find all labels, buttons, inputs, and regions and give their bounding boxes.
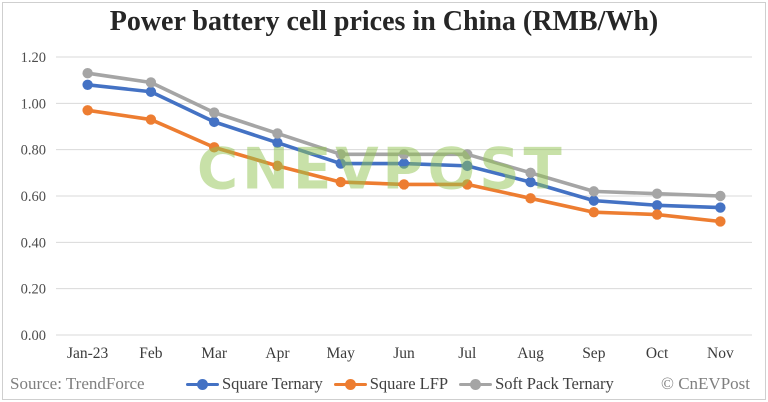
data-point bbox=[651, 188, 663, 199]
data-point bbox=[272, 128, 283, 139]
data-point bbox=[588, 195, 600, 206]
y-axis-tick-label: 1.20 bbox=[21, 50, 46, 66]
data-point bbox=[651, 200, 663, 211]
data-point bbox=[145, 86, 157, 97]
legend-item-square-ternary: Square Ternary bbox=[186, 374, 323, 394]
data-point bbox=[398, 179, 410, 190]
legend-label: Square LFP bbox=[369, 374, 449, 393]
copyright-label: © CnEVPost bbox=[661, 374, 750, 393]
y-axis-tick-label: 0.80 bbox=[21, 143, 46, 159]
data-point bbox=[715, 202, 726, 213]
y-axis-tick-label: 1.00 bbox=[21, 96, 46, 112]
legend-item-soft-pack-ternary: Soft Pack Ternary bbox=[459, 374, 614, 394]
data-point bbox=[715, 216, 726, 227]
data-point bbox=[651, 209, 663, 220]
legend-label: Soft Pack Ternary bbox=[495, 374, 614, 393]
data-point bbox=[462, 179, 473, 190]
legend-marker-line-dot bbox=[459, 378, 493, 390]
data-point bbox=[208, 107, 220, 118]
data-point bbox=[398, 149, 410, 160]
legend: Square Ternary Square LFP Soft Pack Tern… bbox=[186, 374, 614, 394]
y-axis-tick-label: 0.00 bbox=[21, 328, 46, 344]
data-point bbox=[145, 114, 157, 125]
legend-marker-line-dot bbox=[186, 378, 219, 390]
x-axis-tick-label: Apr bbox=[265, 345, 290, 362]
data-point bbox=[82, 79, 93, 91]
data-point bbox=[525, 167, 536, 179]
data-point bbox=[82, 68, 93, 79]
x-axis-tick-label: Feb bbox=[139, 345, 163, 362]
chart-title: Power battery cell prices in China (RMB/… bbox=[109, 6, 659, 37]
data-point bbox=[335, 149, 346, 160]
data-point bbox=[588, 207, 600, 218]
data-point bbox=[335, 176, 346, 188]
data-point bbox=[715, 190, 726, 202]
y-axis-tick-label: 0.60 bbox=[21, 189, 46, 205]
data-point bbox=[272, 137, 283, 148]
data-point bbox=[462, 160, 473, 172]
chart-footer: Source: TrendForce Square Ternary Square… bbox=[0, 372, 768, 396]
legend-marker-line-dot bbox=[333, 378, 367, 390]
data-point bbox=[525, 176, 536, 188]
x-axis-tick-label: Aug bbox=[517, 345, 544, 362]
data-point bbox=[208, 116, 220, 128]
x-axis-tick-label: May bbox=[327, 345, 356, 362]
source-label: Source: TrendForce bbox=[10, 374, 145, 393]
data-point bbox=[145, 77, 157, 88]
x-axis-tick-label: Jan-23 bbox=[67, 345, 109, 362]
x-axis-tick-label: Nov bbox=[707, 345, 734, 362]
x-axis-tick-label: Oct bbox=[646, 345, 669, 362]
data-point bbox=[272, 160, 283, 172]
data-point bbox=[525, 193, 536, 204]
x-axis-tick-label: Jun bbox=[393, 345, 415, 362]
x-axis-tick-label: Sep bbox=[582, 345, 606, 362]
data-point bbox=[588, 186, 600, 197]
data-point bbox=[335, 158, 346, 169]
x-axis-tick-label: Jul bbox=[458, 345, 476, 362]
x-axis-tick-label: Mar bbox=[201, 345, 228, 362]
data-point bbox=[398, 158, 410, 169]
y-axis-tick-label: 0.20 bbox=[21, 282, 46, 298]
legend-item-square-lfp: Square LFP bbox=[333, 374, 449, 394]
y-axis-tick-label: 0.40 bbox=[21, 235, 46, 251]
data-point bbox=[462, 149, 473, 160]
data-point bbox=[208, 142, 220, 153]
legend-label: Square Ternary bbox=[222, 374, 323, 393]
data-point bbox=[82, 105, 93, 116]
